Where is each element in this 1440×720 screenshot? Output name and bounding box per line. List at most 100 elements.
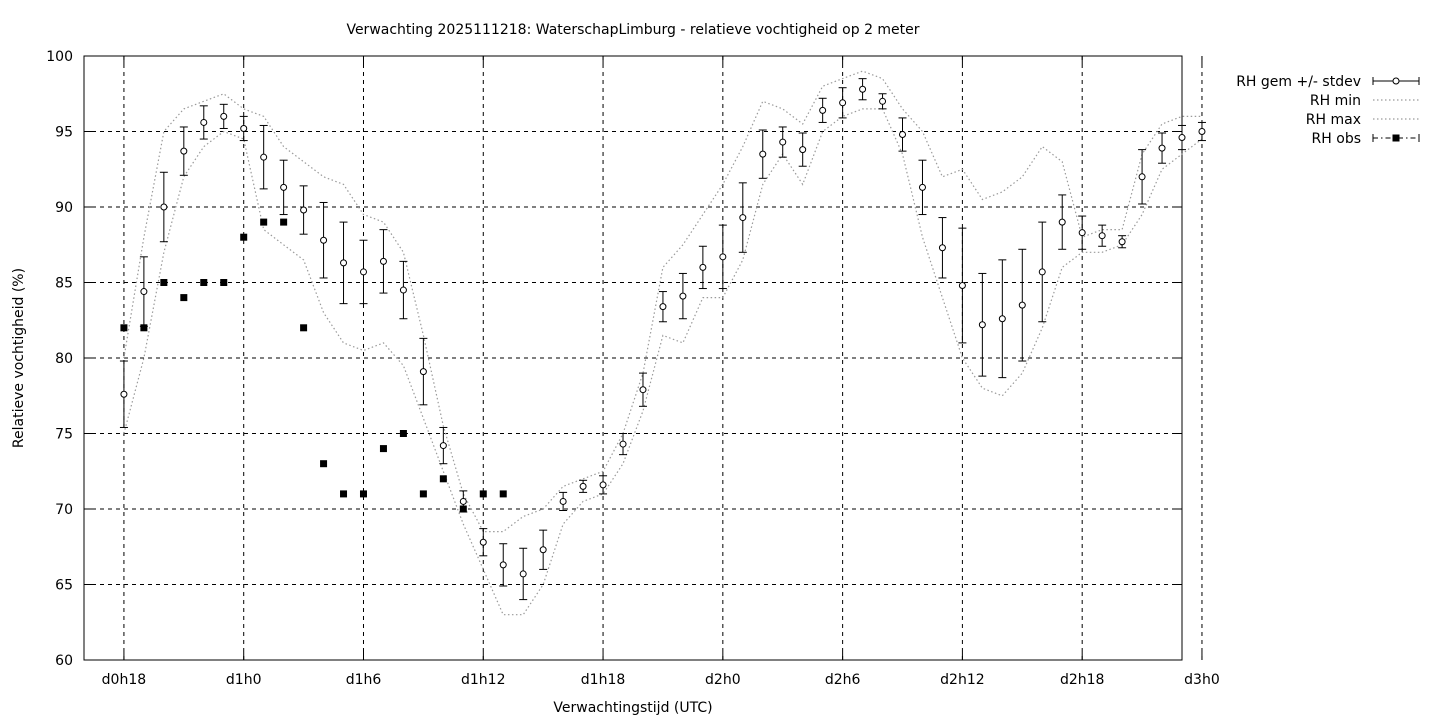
mean-point: [359, 268, 367, 276]
mean-point: [958, 282, 966, 290]
mean-point: [1198, 128, 1206, 135]
mean-point: [320, 236, 328, 244]
mean-point: [1018, 301, 1026, 309]
x-tick-label: d0h18: [102, 672, 146, 688]
legend-label: RH max: [1306, 112, 1361, 128]
grid-lines: [84, 56, 1203, 660]
mean-point: [1098, 232, 1106, 240]
x-tick-label: d1h18: [581, 672, 625, 688]
x-tick-label: d2h12: [940, 672, 984, 688]
y-tick-label: 60: [55, 653, 73, 669]
mean-point: [280, 183, 288, 191]
x-axis-label: Verwachtingstijd (UTC): [553, 700, 712, 716]
obs-point: [499, 490, 507, 498]
mean-point: [200, 118, 208, 126]
obs-point: [300, 324, 308, 332]
mean-point: [998, 315, 1006, 323]
obs-point: [220, 279, 228, 286]
x-tick-label: d2h0: [705, 672, 741, 688]
mean-point: [1038, 268, 1046, 276]
mean-point: [978, 321, 986, 329]
rh-min-line: [123, 108, 1203, 616]
mean-point: [519, 570, 527, 578]
mean-point: [559, 497, 567, 505]
mean-point: [120, 390, 128, 398]
mean-point: [579, 482, 587, 490]
y-tick-label: 85: [55, 276, 73, 292]
obs-point: [160, 279, 168, 286]
x-axis-ticks: d0h18 d1h0 d1h6 d1h12 d1h18 d2h0 d2h6 d2h12 d2h1…: [102, 56, 1220, 688]
mean-point: [1058, 218, 1066, 226]
y-tick-label: 65: [55, 578, 73, 594]
mean-point: [619, 440, 627, 448]
mean-point: [879, 97, 887, 105]
x-tick-label: d2h18: [1060, 672, 1104, 688]
mean-point: [599, 481, 607, 489]
obs-point: [359, 490, 367, 498]
mean-point: [220, 112, 228, 120]
plot-area: [83, 55, 1183, 661]
y-tick-label: 70: [55, 502, 73, 518]
obs-point: [419, 490, 427, 498]
obs-point: [379, 445, 387, 453]
mean-point: [539, 546, 547, 554]
x-tick-label: d2h6: [825, 672, 861, 688]
legend-label: RH obs: [1312, 131, 1361, 147]
mean-point: [240, 124, 248, 132]
mean-point: [379, 257, 387, 265]
mean-point: [300, 206, 308, 214]
legend-label: RH gem +/- stdev: [1236, 74, 1361, 90]
mean-point: [340, 259, 348, 267]
obs-point: [459, 505, 467, 513]
obs-point: [140, 324, 148, 332]
mean-point: [659, 303, 667, 311]
mean-point: [180, 147, 188, 155]
mean-point: [719, 253, 727, 261]
y-tick-label: 75: [55, 427, 73, 443]
mean-point: [1138, 173, 1146, 181]
obs-point: [260, 218, 268, 226]
x-tick-label: d3h0: [1184, 672, 1220, 688]
obs-point: [180, 294, 188, 302]
mean-point: [499, 561, 507, 569]
mean-point: [859, 85, 867, 93]
y-tick-label: 80: [55, 351, 73, 367]
mean-point: [479, 538, 487, 546]
series-rh-gem: [119, 78, 1206, 601]
mean-point: [759, 150, 767, 158]
mean-point: [160, 203, 168, 211]
mean-point: [1118, 238, 1126, 246]
mean-point: [140, 288, 148, 296]
obs-point: [479, 490, 487, 498]
y-axis-label: Relatieve vochtigheid (%): [11, 268, 27, 448]
y-axis-ticks: 60 65 70 75 80 85 90 95 100: [46, 49, 1182, 669]
x-tick-label: d1h6: [346, 672, 382, 688]
obs-point: [280, 218, 288, 226]
mean-point: [1158, 144, 1166, 152]
x-tick-label: d1h12: [461, 672, 505, 688]
legend-swatch-marker: [1392, 77, 1400, 85]
chart-title: Verwachting 2025111218: WaterschapLimbur…: [346, 22, 919, 38]
obs-point: [439, 475, 447, 483]
mean-point: [439, 442, 447, 450]
mean-point: [639, 386, 647, 394]
mean-point: [399, 286, 407, 294]
mean-point: [839, 99, 847, 107]
x-tick-label: d1h0: [226, 672, 262, 688]
mean-point: [419, 368, 427, 376]
legend-label: RH min: [1310, 93, 1361, 109]
mean-point: [938, 244, 946, 252]
mean-point: [899, 131, 907, 139]
obs-point: [240, 233, 248, 241]
mean-point: [1078, 229, 1086, 237]
mean-point: [260, 153, 268, 161]
series-rh-min: [123, 108, 1203, 616]
mean-point: [918, 183, 926, 191]
legend-swatch-marker: [1392, 134, 1400, 142]
mean-point: [699, 263, 707, 271]
mean-point: [739, 214, 747, 222]
y-tick-label: 95: [55, 125, 73, 141]
mean-point: [779, 138, 787, 146]
obs-point: [200, 279, 208, 286]
